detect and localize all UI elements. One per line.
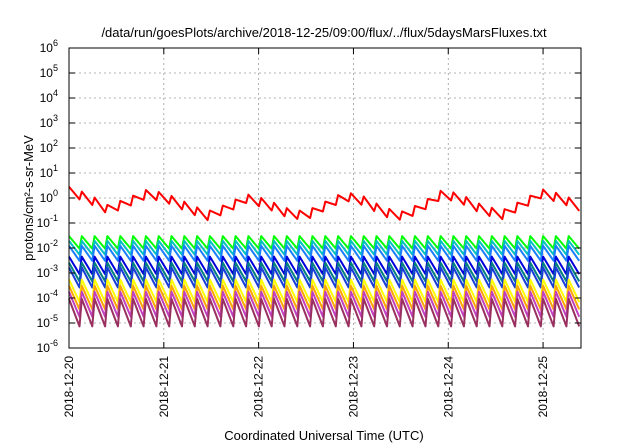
y-tick-exponent: 4: [53, 88, 58, 98]
flux-series-line: [68, 244, 581, 262]
y-tick-labels: 10-610-510-410-310-210-11001011021031041…: [37, 38, 58, 355]
y-tick-base: 10: [40, 141, 54, 155]
y-tick-base: 10: [40, 41, 54, 55]
y-tick-label: 10-5: [37, 313, 58, 330]
x-tick-label: 2018-12-22: [252, 356, 266, 418]
x-tick-labels: 2018-12-20 2018-12-21 2018-12-22 2018-12-23…: [62, 356, 550, 418]
y-tick-label: 10-6: [37, 338, 58, 355]
y-tick-label: 105: [40, 63, 58, 80]
y-axis-title: protons/cm²-s-sr-MeV: [21, 135, 36, 261]
y-tick-exponent: -2: [50, 238, 58, 248]
y-tick-exponent: -5: [50, 313, 58, 323]
y-tick-base: 10: [37, 341, 51, 355]
y-tick-label: 101: [40, 163, 58, 180]
x-tick-label: 2018-12-20: [62, 356, 76, 418]
y-tick-exponent: -1: [50, 213, 58, 223]
x-axis-title: Coordinated Universal Time (UTC): [224, 428, 423, 443]
y-tick-base: 10: [40, 66, 54, 80]
x-tick-label: 2018-12-25: [536, 356, 550, 418]
y-tick-label: 10-2: [37, 238, 58, 255]
series-group: [68, 186, 581, 328]
axis-ticks: [68, 47, 581, 349]
y-tick-label: 106: [40, 38, 58, 55]
y-tick-label: 10-3: [37, 263, 58, 280]
y-tick-base: 10: [40, 116, 54, 130]
y-tick-base: 10: [37, 291, 51, 305]
y-tick-exponent: 0: [53, 188, 58, 198]
y-tick-base: 10: [37, 266, 51, 280]
y-tick-base: 10: [40, 166, 54, 180]
y-tick-exponent: 1: [53, 163, 58, 173]
y-tick-exponent: -4: [50, 288, 58, 298]
y-tick-base: 10: [37, 316, 51, 330]
flux-series-line: [68, 297, 581, 328]
y-tick-label: 103: [40, 113, 58, 130]
chart-title: /data/run/goesPlots/archive/2018-12-25/0…: [101, 25, 547, 40]
flux-series-line: [68, 186, 580, 222]
x-tick-label: 2018-12-24: [441, 356, 455, 418]
x-tick-label: 2018-12-21: [157, 356, 171, 418]
y-tick-exponent: -3: [50, 263, 58, 273]
y-tick-exponent: 5: [53, 63, 58, 73]
y-tick-base: 10: [40, 191, 54, 205]
y-tick-label: 104: [40, 88, 58, 105]
y-tick-base: 10: [37, 241, 51, 255]
y-tick-base: 10: [37, 216, 51, 230]
y-tick-label: 10-1: [37, 213, 58, 230]
y-tick-label: 102: [40, 138, 58, 155]
y-tick-label: 100: [40, 188, 58, 205]
y-tick-exponent: 2: [53, 138, 58, 148]
y-tick-exponent: 6: [53, 38, 58, 48]
y-tick-exponent: 3: [53, 113, 58, 123]
y-tick-label: 10-4: [37, 288, 58, 305]
y-tick-base: 10: [40, 91, 54, 105]
x-tick-label: 2018-12-23: [346, 356, 360, 418]
flux-series-line: [68, 266, 581, 289]
y-tick-exponent: -6: [50, 338, 58, 348]
